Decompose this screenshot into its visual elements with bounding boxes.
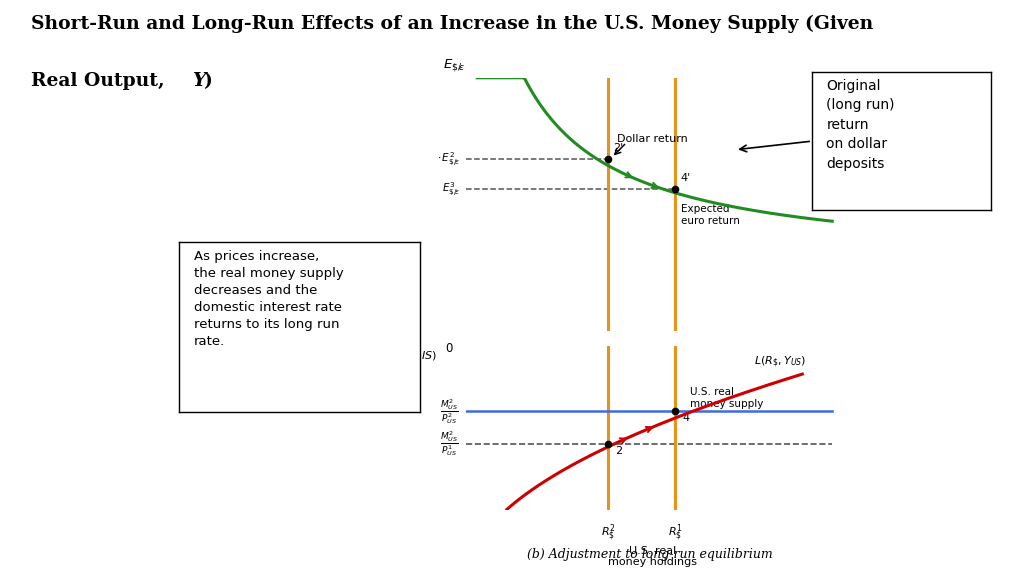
Text: $R^2_\$$: $R^2_\$$ — [601, 523, 615, 544]
Text: 2: 2 — [615, 446, 623, 456]
Text: Expected
euro return: Expected euro return — [681, 204, 739, 226]
Text: $\cdot\,E^2_{\$/\!\epsilon}$: $\cdot\,E^2_{\$/\!\epsilon}$ — [437, 150, 461, 168]
Text: Short-Run and Long-Run Effects of an Increase in the U.S. Money Supply (Given: Short-Run and Long-Run Effects of an Inc… — [31, 14, 873, 33]
Text: $\dfrac{M^2_{US}}{P^2_{US}}$: $\dfrac{M^2_{US}}{P^2_{US}}$ — [440, 397, 459, 426]
Text: 4': 4' — [681, 173, 691, 183]
Text: 2': 2' — [613, 142, 624, 153]
Text: $\dfrac{M^2_{US}}{P^1_{US}}$: $\dfrac{M^2_{US}}{P^1_{US}}$ — [440, 430, 459, 458]
Text: U.S. real
money supply: U.S. real money supply — [690, 387, 764, 409]
Text: Original
(long run)
return
on dollar
deposits: Original (long run) return on dollar dep… — [826, 79, 895, 171]
Text: ): ) — [203, 72, 212, 90]
Text: Real Output,: Real Output, — [31, 72, 171, 90]
Text: $E^3_{\$/\!\epsilon}$: $E^3_{\$/\!\epsilon}$ — [442, 180, 461, 198]
Text: $L(R_\$, Y_{US})$: $L(R_\$, Y_{US})$ — [754, 355, 806, 370]
Text: 4: 4 — [683, 413, 690, 423]
Text: (b) Adjustment to long-run equilibrium: (b) Adjustment to long-run equilibrium — [527, 548, 773, 560]
Text: As prices increase,
the real money supply
decreases and the
domestic interest ra: As prices increase, the real money suppl… — [194, 251, 343, 348]
Text: $\mathit{IS})$: $\mathit{IS})$ — [421, 349, 437, 362]
Text: 0: 0 — [445, 342, 453, 355]
Text: U.S. real
money holdings: U.S. real money holdings — [608, 546, 697, 567]
Text: Y: Y — [193, 72, 206, 90]
Text: $R^1_\$$: $R^1_\$$ — [668, 523, 683, 544]
Text: $E_{\$/\!\epsilon}$: $E_{\$/\!\epsilon}$ — [443, 57, 466, 74]
Text: Dollar return: Dollar return — [617, 134, 688, 143]
